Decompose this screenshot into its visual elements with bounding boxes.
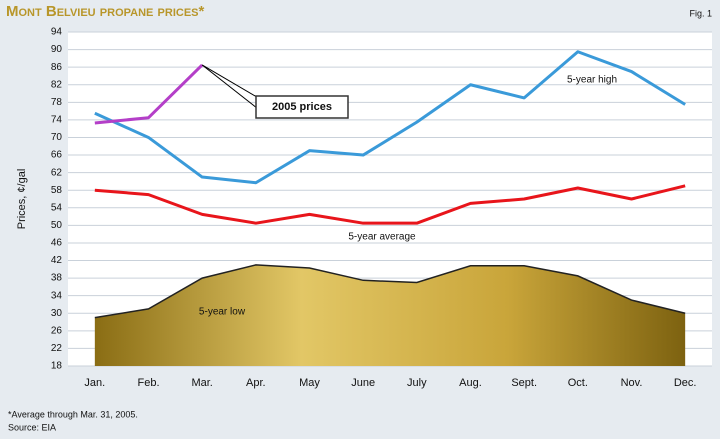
y-tick-label: 66: [51, 150, 63, 161]
y-tick-label: 34: [51, 290, 63, 301]
series-label: 2005 prices: [272, 101, 332, 113]
y-tick-label: 78: [51, 97, 63, 108]
x-tick-label: Oct.: [568, 377, 588, 389]
y-tick-label: 30: [51, 308, 63, 319]
x-tick-label: July: [407, 377, 427, 389]
x-tick-label: Jan.: [84, 377, 105, 389]
callout-arrow: [201, 64, 263, 113]
x-tick-label: June: [351, 377, 375, 389]
x-tick-label: Feb.: [137, 377, 159, 389]
area: [94, 264, 686, 366]
area-line: [94, 264, 686, 319]
x-tick-label: Sept.: [511, 377, 537, 389]
series-label: 5-year average: [348, 232, 416, 243]
x-tick-label: Dec.: [674, 377, 697, 389]
figure-label: Fig. 1: [689, 8, 712, 18]
series-label: 5-year low: [199, 307, 246, 318]
x-tick-label: Mar.: [191, 377, 212, 389]
y-tick-label: 18: [51, 361, 63, 372]
y-tick-label: 50: [51, 220, 63, 231]
line: [94, 50, 686, 185]
y-tick-label: 54: [51, 202, 63, 213]
callout-arrow: [201, 64, 263, 101]
line: [94, 63, 204, 125]
y-tick-label: 26: [51, 325, 63, 336]
callout-box: [255, 95, 349, 119]
y-tick-label: 74: [51, 115, 63, 126]
y-axis-label: Prices, ¢/gal: [16, 169, 28, 230]
y-tick-label: 22: [51, 343, 63, 354]
x-tick-label: Apr.: [246, 377, 266, 389]
y-tick-label: 90: [51, 44, 63, 55]
y-tick-label: 62: [51, 167, 63, 178]
y-tick-label: 86: [51, 62, 63, 73]
y-tick-label: 38: [51, 273, 63, 284]
y-tick-label: 58: [51, 185, 63, 196]
x-tick-label: Nov.: [621, 377, 643, 389]
y-tick-label: 46: [51, 238, 63, 249]
y-tick-label: 70: [51, 132, 63, 143]
y-tick-label: 82: [51, 79, 63, 90]
x-tick-label: Aug.: [459, 377, 482, 389]
y-tick-label: 94: [51, 27, 63, 38]
series-label: 5-year high: [567, 75, 617, 86]
chart-title: Mont Belvieu propane prices*: [6, 3, 204, 20]
y-tick-label: 42: [51, 255, 63, 266]
footnote: *Average through Mar. 31, 2005.: [8, 409, 138, 419]
x-tick-label: May: [299, 377, 320, 389]
line: [94, 184, 686, 225]
source: Source: EIA: [8, 422, 56, 432]
